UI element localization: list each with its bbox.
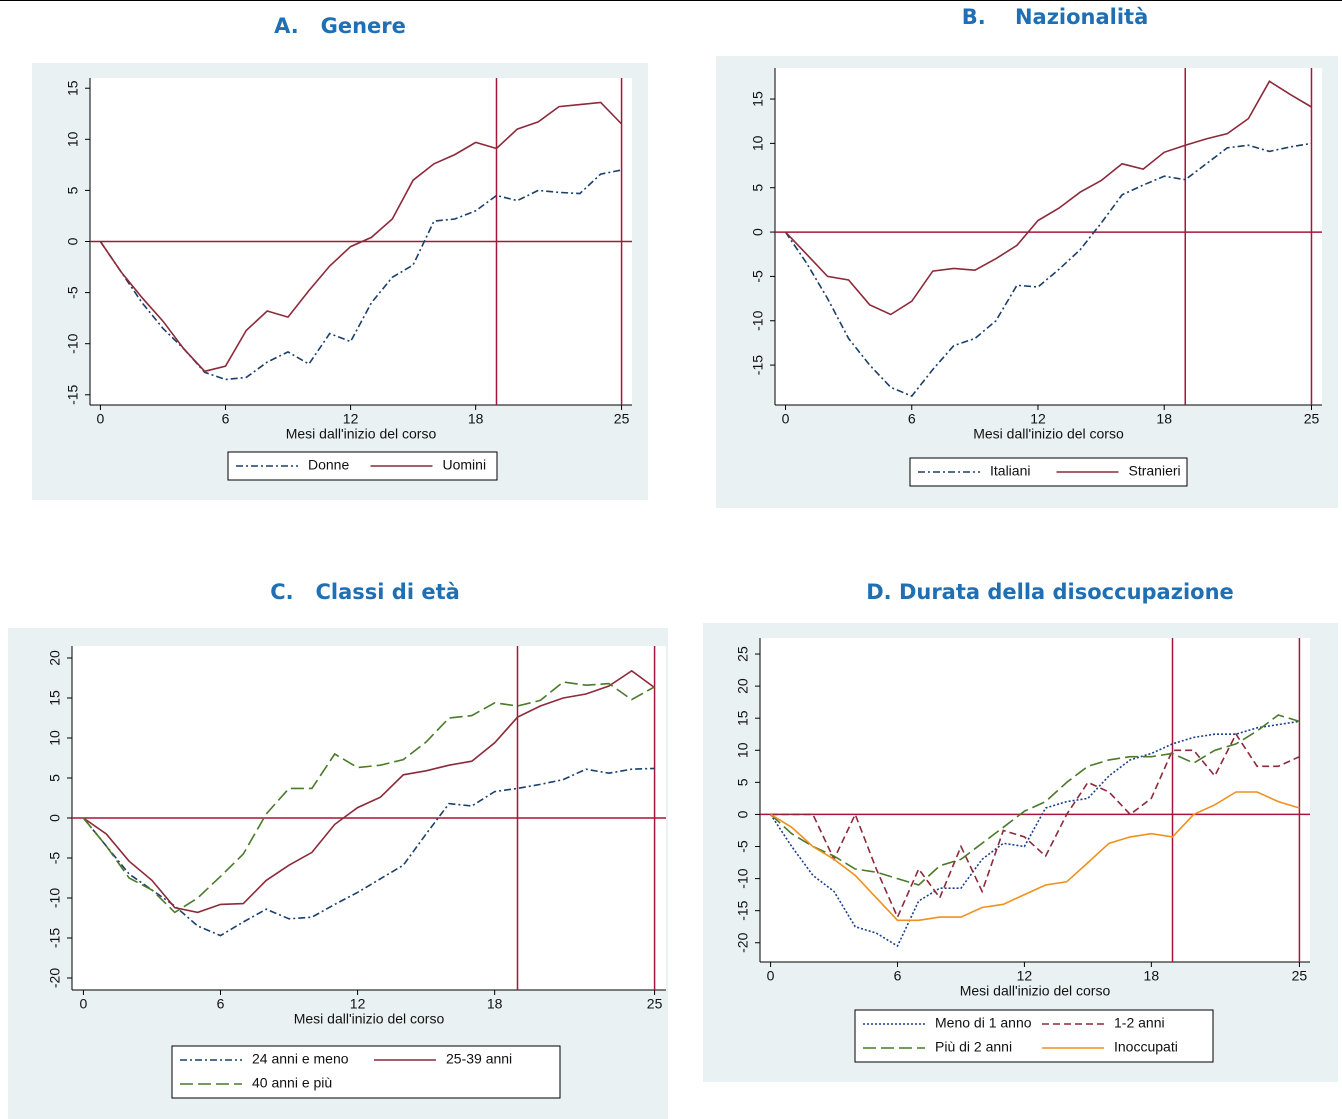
- x-tick-label: 12: [343, 411, 359, 427]
- x-tick-label: 0: [80, 996, 88, 1012]
- x-tick-label: 25: [1304, 411, 1320, 427]
- legend-label: Stranieri: [1129, 463, 1181, 479]
- x-tick-label: 25: [647, 996, 663, 1012]
- y-tick-label: 5: [750, 184, 766, 192]
- legend: [909, 457, 1188, 487]
- legend: [854, 1009, 1214, 1063]
- x-tick-label: 18: [1156, 411, 1172, 427]
- y-tick-label: -15: [47, 928, 63, 948]
- y-tick-label: -5: [65, 286, 81, 299]
- x-tick-label: 0: [767, 968, 775, 984]
- y-tick-label: 15: [65, 80, 81, 96]
- panel-title: C. Classi di età: [270, 580, 460, 604]
- y-tick-label: -5: [47, 852, 63, 865]
- x-tick-label: 18: [487, 996, 503, 1012]
- y-tick-label: -15: [735, 900, 751, 920]
- legend-label: Uomini: [443, 457, 487, 473]
- x-tick-label: 25: [1292, 968, 1308, 984]
- x-tick-label: 0: [782, 411, 790, 427]
- series-line: [770, 714, 1300, 886]
- legend: [171, 1045, 561, 1099]
- y-tick-label: 5: [47, 774, 63, 782]
- panel-title: D. Durata della disoccupazione: [866, 580, 1234, 604]
- panel-title: B. Nazionalità: [962, 5, 1149, 29]
- plot-area: [775, 68, 1322, 405]
- legend-label: Meno di 1 anno: [935, 1015, 1032, 1031]
- y-tick-label: 10: [65, 131, 81, 147]
- series-line: [99, 101, 623, 373]
- series-line: [784, 80, 1312, 316]
- x-tick-label: 0: [97, 411, 105, 427]
- y-tick-label: 25: [735, 646, 751, 662]
- series-line: [82, 669, 656, 914]
- y-tick-label: -10: [47, 888, 63, 908]
- y-tick-label: 10: [750, 135, 766, 151]
- x-axis-label: Mesi dall'inizio del corso: [960, 983, 1111, 999]
- legend-label: 40 anni e più: [252, 1075, 332, 1091]
- series-line: [82, 767, 655, 937]
- series-line: [770, 791, 1300, 922]
- y-tick-label: 5: [735, 778, 751, 786]
- x-tick-label: 25: [614, 411, 630, 427]
- y-tick-label: 0: [735, 810, 751, 818]
- x-tick-label: 12: [350, 996, 366, 1012]
- x-tick-label: 6: [894, 968, 902, 984]
- legend-label: Più di 2 anni: [935, 1039, 1012, 1055]
- x-axis-label: Mesi dall'inizio del corso: [973, 426, 1124, 442]
- y-tick-label: -10: [735, 868, 751, 888]
- y-tick-label: 0: [750, 228, 766, 236]
- y-tick-label: -5: [735, 840, 751, 853]
- y-tick-label: -10: [750, 310, 766, 330]
- y-tick-label: -5: [750, 270, 766, 283]
- y-tick-label: 20: [735, 678, 751, 694]
- legend-label: 1-2 anni: [1114, 1015, 1165, 1031]
- x-tick-label: 6: [217, 996, 225, 1012]
- y-tick-label: -10: [65, 333, 81, 353]
- legend-label: Donne: [308, 457, 349, 473]
- panel-title: A. Genere: [274, 14, 406, 38]
- y-tick-label: 15: [750, 91, 766, 107]
- x-tick-label: 6: [222, 411, 230, 427]
- y-tick-label: -20: [735, 932, 751, 952]
- legend-label: 24 anni e meno: [252, 1051, 349, 1067]
- series-line: [82, 681, 655, 914]
- legend-label: Italiani: [990, 463, 1030, 479]
- y-tick-label: -15: [750, 355, 766, 375]
- x-axis-label: Mesi dall'inizio del corso: [294, 1011, 445, 1027]
- y-tick-label: -20: [47, 968, 63, 988]
- series-line: [770, 732, 1300, 920]
- y-tick-label: 0: [65, 237, 81, 245]
- series-line: [784, 142, 1312, 398]
- y-tick-label: -15: [65, 384, 81, 404]
- y-tick-label: 5: [65, 186, 81, 194]
- x-tick-label: 12: [1030, 411, 1046, 427]
- plot-area: [760, 638, 1310, 962]
- x-tick-label: 18: [1144, 968, 1160, 984]
- series-line: [769, 720, 1300, 948]
- y-tick-label: 15: [735, 710, 751, 726]
- x-tick-label: 18: [468, 411, 484, 427]
- x-tick-label: 12: [1017, 968, 1033, 984]
- x-tick-label: 6: [908, 411, 916, 427]
- x-axis-label: Mesi dall'inizio del corso: [286, 426, 437, 442]
- y-tick-label: 15: [47, 690, 63, 706]
- y-tick-label: 20: [47, 650, 63, 666]
- y-tick-label: 10: [47, 730, 63, 746]
- y-tick-label: 0: [47, 814, 63, 822]
- legend-label: Inoccupati: [1114, 1039, 1178, 1055]
- legend-label: 25-39 anni: [446, 1051, 512, 1067]
- y-tick-label: 10: [735, 742, 751, 758]
